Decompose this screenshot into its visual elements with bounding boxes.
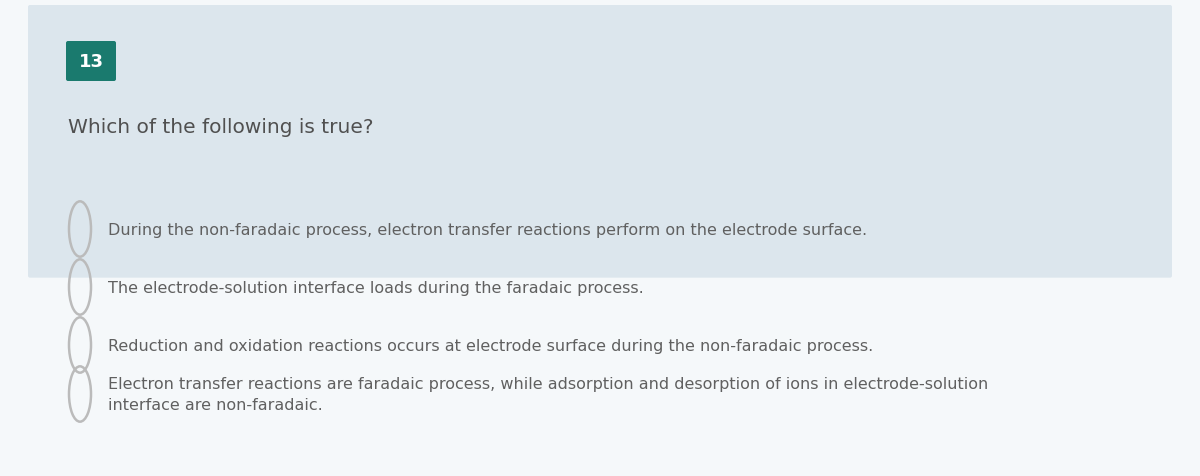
Text: The electrode-solution interface loads during the faradaic process.: The electrode-solution interface loads d… [108,280,643,295]
FancyBboxPatch shape [66,42,116,82]
Text: 13: 13 [78,53,103,71]
Text: During the non-faradaic process, electron transfer reactions perform on the elec: During the non-faradaic process, electro… [108,222,868,237]
FancyBboxPatch shape [28,6,1172,278]
Text: Electron transfer reactions are faradaic process, while adsorption and desorptio: Electron transfer reactions are faradaic… [108,376,989,412]
Text: Reduction and oxidation reactions occurs at electrode surface during the non-far: Reduction and oxidation reactions occurs… [108,338,874,353]
Text: Which of the following is true?: Which of the following is true? [68,118,373,137]
